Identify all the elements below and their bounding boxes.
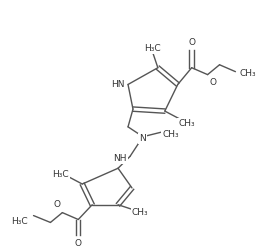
Text: H₃C: H₃C [52, 170, 69, 179]
Text: O: O [188, 38, 195, 47]
Text: HN: HN [111, 80, 125, 89]
Text: NH: NH [113, 154, 127, 163]
Text: CH₃: CH₃ [178, 120, 195, 128]
Text: CH₃: CH₃ [132, 208, 148, 217]
Text: CH₃: CH₃ [162, 130, 179, 139]
Text: O: O [54, 200, 61, 209]
Text: O: O [75, 239, 82, 248]
Text: H₃C: H₃C [145, 44, 161, 53]
Text: N: N [140, 134, 146, 143]
Text: H₃C: H₃C [11, 217, 28, 226]
Text: CH₃: CH₃ [239, 69, 256, 78]
Text: O: O [209, 78, 216, 87]
